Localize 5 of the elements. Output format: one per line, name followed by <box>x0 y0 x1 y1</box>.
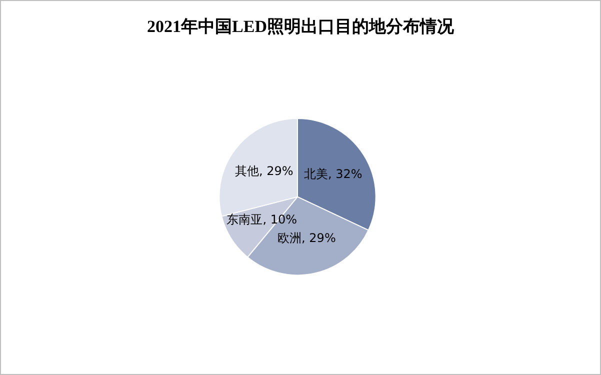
chart-title: 2021年中国LED照明出口目的地分布情况 <box>147 17 455 36</box>
slice-label: 东南亚, 10% <box>226 212 298 226</box>
slice-label: 其他, 29% <box>235 164 294 178</box>
slice-label: 北美, 32% <box>304 167 362 182</box>
slice-label: 欧洲, 29% <box>278 230 336 245</box>
